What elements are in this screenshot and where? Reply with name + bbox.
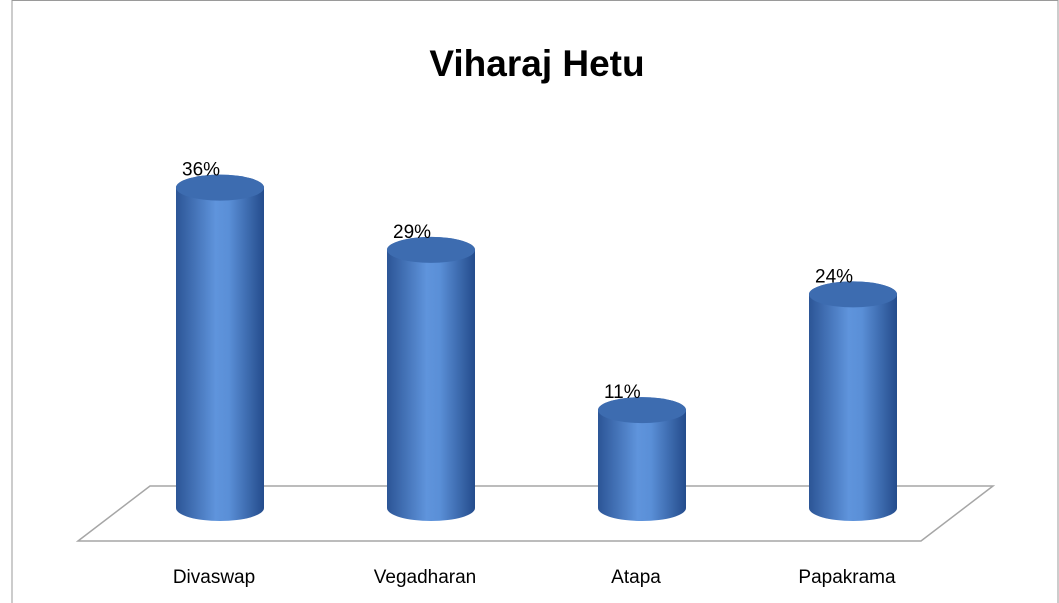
cylinder-top bbox=[176, 174, 264, 201]
cylinder-top bbox=[809, 281, 897, 308]
x-tick-label: Atapa bbox=[611, 567, 661, 588]
data-label: 29% bbox=[393, 222, 431, 243]
data-label: 36% bbox=[182, 160, 220, 181]
cylinder-body bbox=[176, 174, 264, 521]
cylinder-body bbox=[809, 281, 897, 521]
floor bbox=[75, 485, 996, 542]
x-tick-label: Papakrama bbox=[798, 567, 896, 588]
cylinder-body bbox=[387, 236, 476, 521]
data-label: 24% bbox=[815, 266, 853, 287]
cylinder-top bbox=[598, 397, 686, 424]
x-tick-label: Vegadharan bbox=[374, 567, 477, 588]
cylinder-top bbox=[387, 236, 475, 263]
chart-title: Viharaj Hetu bbox=[429, 43, 644, 84]
data-label: 11% bbox=[604, 382, 641, 403]
cylinder-body bbox=[598, 397, 687, 521]
x-tick-label: Divaswap bbox=[173, 567, 255, 588]
